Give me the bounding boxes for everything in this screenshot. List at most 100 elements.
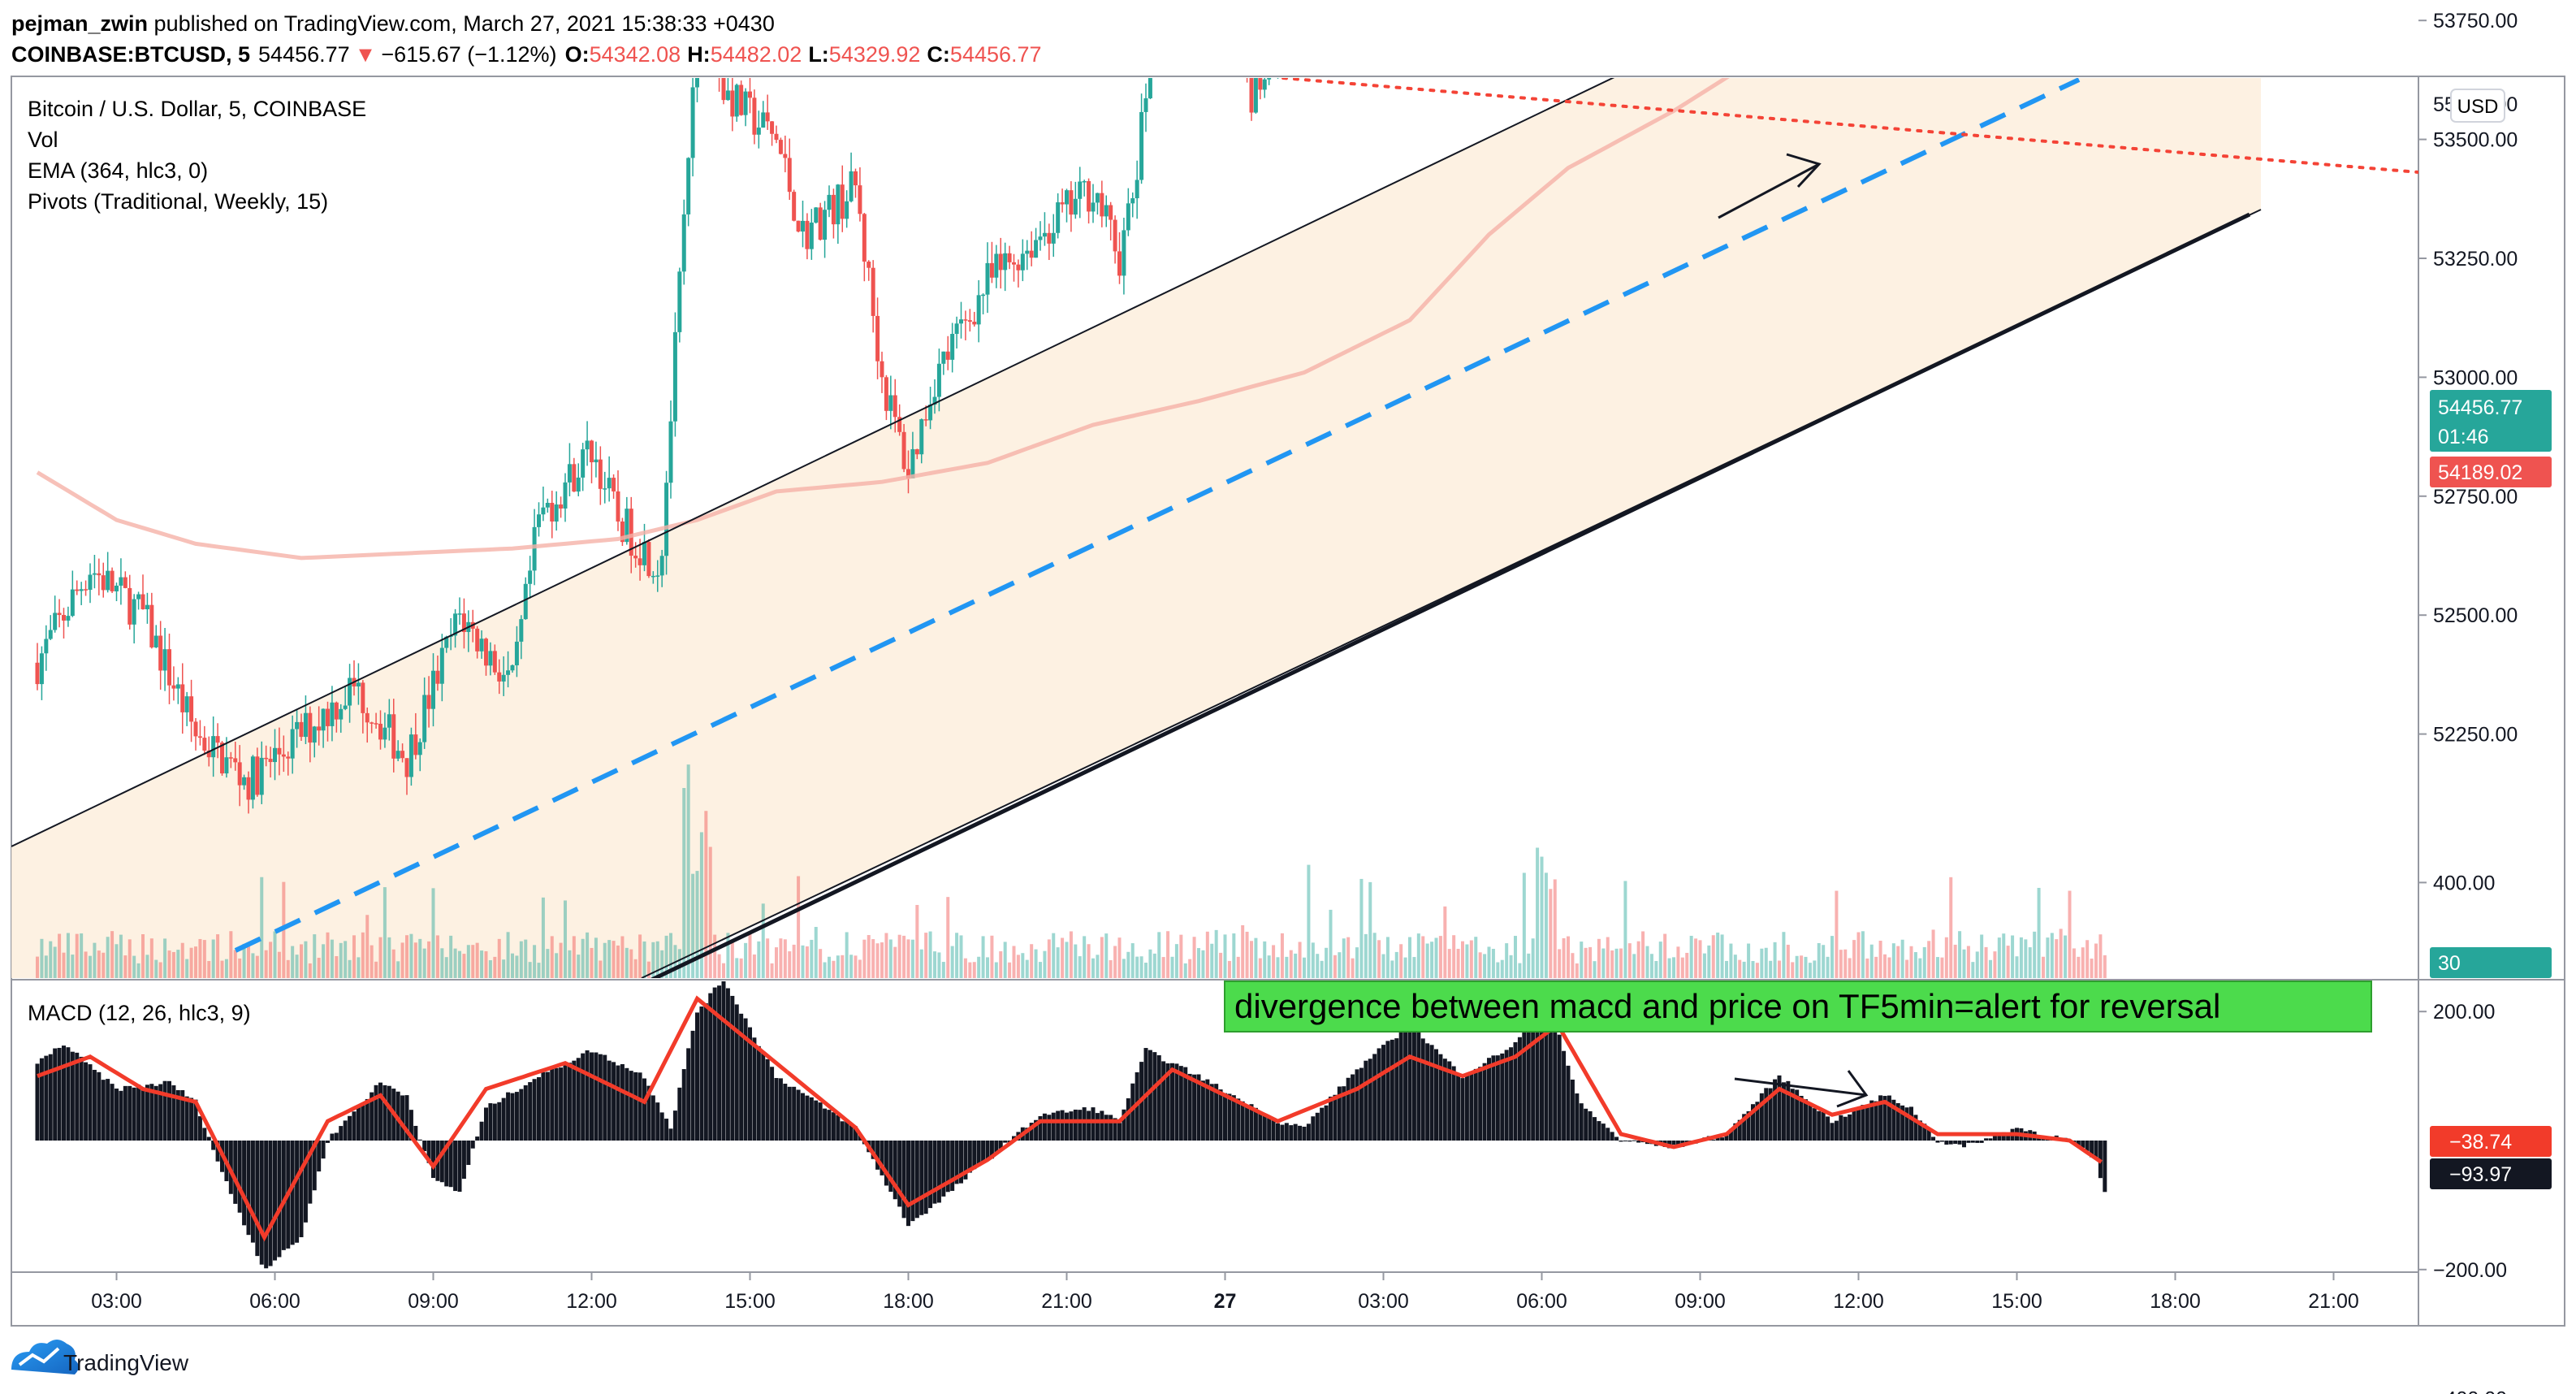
volume-bar — [484, 950, 488, 978]
volume-bar — [357, 957, 361, 978]
macd-signal-line — [37, 995, 2103, 1242]
currency-button[interactable]: USD — [2450, 89, 2505, 123]
macd-bar — [1464, 1076, 1469, 1141]
candle-body — [1073, 198, 1078, 215]
macd-bar — [998, 1141, 1003, 1149]
time-axis[interactable]: 03:00 06:00 09:00 12:00 15:00 18:00 21:00 27 03:… — [91, 1272, 2359, 1313]
legend-volume[interactable]: Vol — [28, 128, 58, 152]
volume-bar — [1052, 933, 1056, 978]
macd-bar — [1346, 1077, 1351, 1141]
macd-bar — [448, 1141, 453, 1188]
volume-bar — [941, 962, 945, 978]
macd-signal-badge-bg — [2430, 1126, 2552, 1157]
candle-body — [537, 514, 541, 527]
volume-bar — [2024, 939, 2028, 978]
macd-bar — [686, 1048, 691, 1141]
macd-bar — [1962, 1141, 1966, 1148]
macd-bar — [158, 1084, 163, 1141]
volume-bar — [453, 948, 457, 978]
candle-body — [220, 742, 224, 774]
candle-body — [1012, 262, 1016, 265]
volume-bar — [528, 962, 532, 978]
macd-bar — [849, 1124, 854, 1141]
candle-body — [417, 742, 422, 755]
macd-bar — [1473, 1068, 1478, 1141]
macd-bar — [559, 1067, 564, 1141]
divergence-annotation[interactable]: divergence between macd and price on TF5… — [1224, 981, 2372, 1033]
dotted-resistance-line — [1282, 78, 2418, 174]
volume-bar — [1891, 943, 1895, 978]
volume-bar — [171, 951, 175, 978]
volume-bar — [308, 963, 312, 978]
macd-bar — [845, 1120, 849, 1141]
macd-bar — [1100, 1110, 1104, 1141]
candle-body — [756, 128, 761, 135]
volume-bar — [370, 945, 374, 978]
candle-body — [646, 542, 651, 577]
main-price-pane[interactable] — [11, 0, 2418, 985]
macd-axis[interactable]: −400.00 −200.00 200.00 400.00 −38.74 −93.97 — [2418, 872, 2552, 1394]
macd-bar — [1306, 1123, 1311, 1141]
volume-bar — [801, 945, 805, 978]
candle-body — [1148, 78, 1152, 99]
volume-bar — [1883, 954, 1887, 978]
volume-bar — [1549, 889, 1553, 978]
volume-bar — [638, 934, 642, 978]
volume-bar — [1645, 946, 1649, 978]
macd-bar — [1636, 1141, 1641, 1143]
volume-bar — [757, 941, 761, 978]
legend-ema[interactable]: EMA (364, hlc3, 0) — [28, 158, 208, 183]
volume-bar — [888, 939, 893, 978]
tradingview-logo[interactable]: TradingView — [11, 1340, 189, 1375]
candle-body — [875, 315, 880, 361]
volume-bar — [1474, 937, 1478, 978]
legend-pivots[interactable]: Pivots (Traditional, Weekly, 15) — [28, 189, 328, 214]
candle-body — [725, 90, 730, 101]
volume-bar — [880, 942, 884, 978]
candle-body — [299, 721, 304, 738]
volume-bar — [730, 941, 734, 978]
macd-bar — [1187, 1073, 1192, 1141]
volume-bar — [1311, 942, 1315, 978]
macd-bar — [1522, 1028, 1527, 1141]
macd-bar — [875, 1141, 880, 1170]
macd-bar — [53, 1048, 58, 1141]
volume-bar — [110, 931, 115, 978]
candle-body — [554, 504, 559, 522]
candle-body — [1139, 111, 1144, 180]
volume-bar — [1755, 963, 1759, 978]
volume-bar — [286, 959, 290, 978]
candle-body — [162, 649, 167, 671]
volume-bar — [555, 953, 559, 978]
macd-pane[interactable] — [35, 981, 2107, 1269]
volume-bar — [1527, 953, 1531, 978]
macd-bar — [2001, 1132, 2006, 1141]
macd-bar — [1504, 1050, 1509, 1141]
candle-body — [180, 684, 185, 712]
macd-bar — [1003, 1141, 1008, 1143]
macd-bar — [1047, 1115, 1052, 1141]
volume-bar — [387, 937, 391, 978]
macd-bar — [115, 1089, 119, 1141]
candle-body — [1289, 35, 1293, 49]
macd-bar — [506, 1092, 511, 1141]
candle-body — [1082, 180, 1087, 183]
symbol-line: COINBASE:BTCUSD, 5 54456.77 ▼ −615.67 (−1.1… — [11, 42, 1042, 67]
volume-bar — [1773, 942, 1777, 978]
candle-body — [361, 682, 365, 713]
macd-bar — [1575, 1093, 1580, 1141]
volume-bar — [1966, 946, 1970, 978]
volume-bar — [180, 942, 184, 978]
macd-bar — [1500, 1053, 1505, 1141]
volume-bar — [66, 933, 70, 978]
macd-bar — [1746, 1110, 1751, 1141]
candle-body — [387, 714, 391, 728]
volume-bar — [229, 931, 233, 978]
author-name[interactable]: pejman_zwin — [11, 11, 148, 36]
candle-body — [836, 184, 841, 225]
volume-bar — [1166, 931, 1170, 978]
ema-value-badge: 54189.02 — [2438, 461, 2522, 484]
macd-bar — [1579, 1103, 1584, 1141]
macd-bar — [519, 1089, 524, 1141]
legend-macd[interactable]: MACD (12, 26, hlc3, 9) — [28, 1001, 251, 1025]
